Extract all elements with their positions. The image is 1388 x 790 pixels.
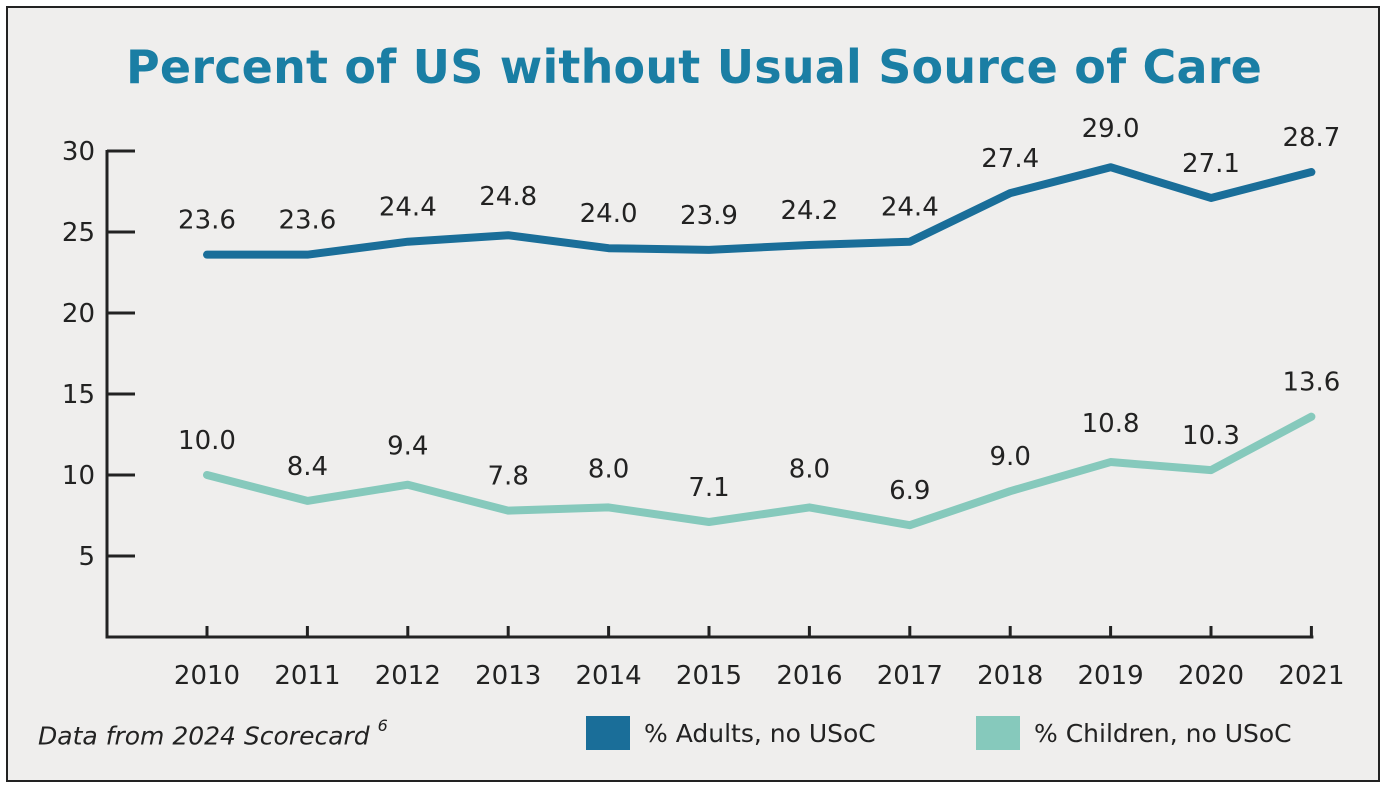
legend-label-adults: % Adults, no USoC bbox=[644, 718, 876, 748]
data-label-adults-2015: 23.9 bbox=[680, 201, 738, 231]
y-tick-label-20: 20 bbox=[62, 299, 95, 329]
legend-swatch-adults bbox=[586, 716, 630, 750]
data-label-adults-2018: 27.4 bbox=[981, 144, 1039, 174]
legend-item-children: % Children, no USoC bbox=[976, 716, 1292, 750]
y-tick-label-5: 5 bbox=[78, 542, 95, 572]
x-tick-label-2014: 2014 bbox=[576, 661, 642, 691]
chart-frame bbox=[6, 6, 1380, 782]
data-label-adults-2017: 24.4 bbox=[881, 193, 939, 223]
data-label-children-2016: 8.0 bbox=[789, 454, 830, 484]
x-tick-label-2018: 2018 bbox=[977, 661, 1043, 691]
x-tick-label-2019: 2019 bbox=[1078, 661, 1144, 691]
data-label-children-2013: 7.8 bbox=[488, 462, 529, 492]
data-label-children-2012: 9.4 bbox=[387, 432, 428, 462]
data-label-adults-2021: 28.7 bbox=[1282, 123, 1340, 153]
legend-item-adults: % Adults, no USoC bbox=[586, 716, 876, 750]
data-label-adults-2014: 24.0 bbox=[580, 199, 638, 229]
data-label-adults-2013: 24.8 bbox=[479, 182, 537, 212]
y-tick-label-10: 10 bbox=[62, 461, 95, 491]
data-label-children-2021: 13.6 bbox=[1282, 368, 1340, 398]
legend-label-children: % Children, no USoC bbox=[1034, 718, 1292, 748]
x-tick-label-2021: 2021 bbox=[1278, 661, 1344, 691]
data-label-children-2020: 10.3 bbox=[1182, 421, 1240, 451]
x-tick-label-2017: 2017 bbox=[877, 661, 943, 691]
chart-title: Percent of US without Usual Source of Ca… bbox=[126, 40, 1262, 94]
data-label-adults-2019: 29.0 bbox=[1082, 114, 1140, 144]
data-label-children-2017: 6.9 bbox=[889, 476, 930, 506]
x-tick-label-2020: 2020 bbox=[1178, 661, 1244, 691]
x-tick-label-2010: 2010 bbox=[174, 661, 240, 691]
y-tick-label-30: 30 bbox=[62, 137, 95, 167]
data-label-children-2015: 7.1 bbox=[688, 473, 729, 503]
data-label-children-2014: 8.0 bbox=[588, 454, 629, 484]
series-line-children bbox=[203, 412, 1316, 530]
data-label-adults-2020: 27.1 bbox=[1182, 149, 1240, 179]
source-note-ref: 6 bbox=[377, 716, 388, 735]
x-tick-label-2015: 2015 bbox=[676, 661, 742, 691]
x-tick-label-2012: 2012 bbox=[375, 661, 441, 691]
data-label-adults-2011: 23.6 bbox=[278, 206, 336, 236]
data-label-children-2011: 8.4 bbox=[287, 452, 328, 482]
x-tick-label-2013: 2013 bbox=[475, 661, 541, 691]
data-label-children-2018: 9.0 bbox=[990, 442, 1031, 472]
x-tick-label-2016: 2016 bbox=[776, 661, 842, 691]
data-label-adults-2012: 24.4 bbox=[379, 193, 437, 223]
data-label-adults-2016: 24.2 bbox=[780, 196, 838, 226]
data-label-children-2010: 10.0 bbox=[178, 426, 236, 456]
y-tick-label-25: 25 bbox=[62, 218, 95, 248]
x-tick-label-2011: 2011 bbox=[274, 661, 340, 691]
source-note-text: Data from 2024 Scorecard bbox=[38, 721, 370, 751]
legend-swatch-children bbox=[976, 716, 1020, 750]
y-tick-label-15: 15 bbox=[62, 380, 95, 410]
series-line-adults bbox=[203, 163, 1316, 259]
data-label-children-2019: 10.8 bbox=[1082, 409, 1140, 439]
source-note: Data from 2024 Scorecard 6 bbox=[38, 716, 388, 751]
data-label-adults-2010: 23.6 bbox=[178, 206, 236, 236]
